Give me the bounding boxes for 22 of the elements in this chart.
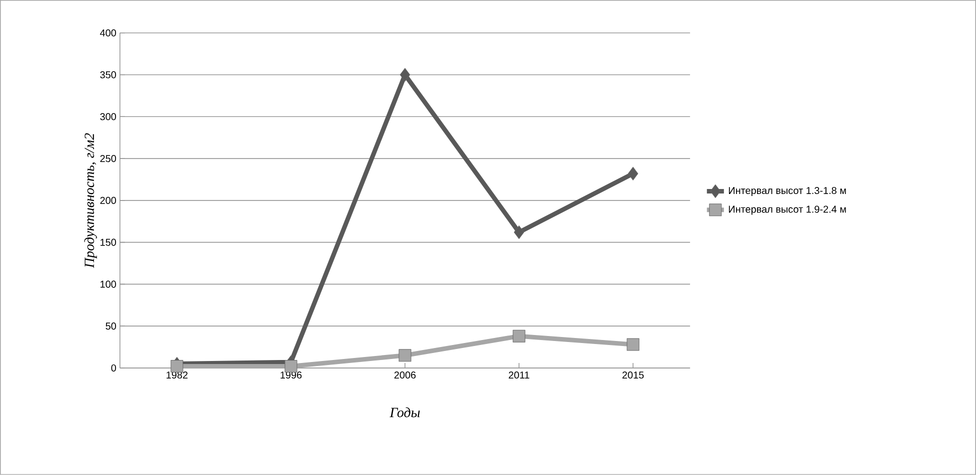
y-axis-title: Продуктивность, г/м2 [84, 133, 97, 268]
legend-label: Интервал высот 1.3-1.8 м [728, 187, 846, 196]
y-tick-label: 250 [100, 155, 116, 162]
y-tick-label: 350 [100, 71, 116, 78]
y-tick-label: 50 [106, 322, 116, 330]
x-tick-label: 2015 [622, 372, 644, 379]
point [514, 226, 524, 240]
x-tick-label: 2006 [394, 372, 416, 379]
point [628, 166, 638, 180]
point [512, 330, 526, 342]
y-tick-label: 100 [100, 280, 116, 288]
y-tick-label: 400 [100, 29, 116, 36]
point [626, 338, 640, 351]
y-tick-label: 0 [111, 364, 116, 372]
point [400, 68, 410, 82]
x-tick-label: 2011 [508, 372, 530, 379]
y-tick-label: 300 [100, 113, 116, 120]
point [398, 349, 412, 362]
y-tick-label: 200 [100, 196, 116, 204]
x-axis-title: Годы [390, 407, 420, 418]
legend-label: Интервал высот 1.9-2.4 м [728, 206, 846, 215]
y-tick-label: 150 [100, 238, 116, 246]
